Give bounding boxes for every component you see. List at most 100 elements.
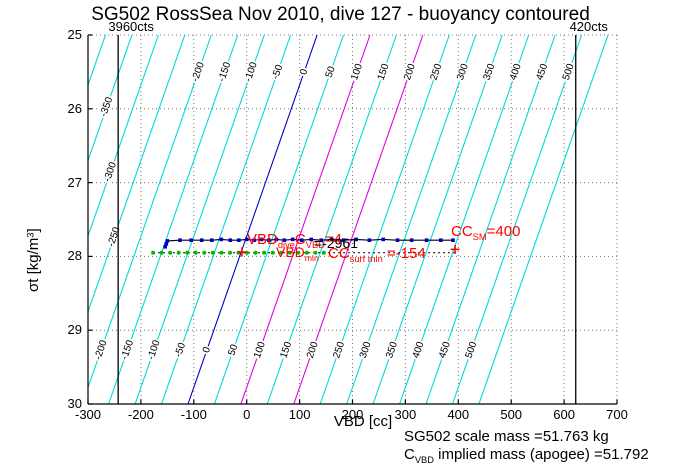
contour-line xyxy=(240,34,371,405)
contour-label: 400 xyxy=(508,62,524,82)
dive-point xyxy=(267,238,271,242)
text-part: C xyxy=(404,446,415,463)
contour-label: 250 xyxy=(331,340,347,360)
subscript: VBD xyxy=(414,455,434,465)
contour-line xyxy=(451,34,583,405)
dive-point xyxy=(451,238,455,242)
ann-cc-sm: CCSM=400 xyxy=(451,224,520,242)
apogee-point xyxy=(210,250,215,255)
apogee-point xyxy=(296,250,301,255)
y-tick-label: 26 xyxy=(67,100,82,116)
contour-label: 0 xyxy=(201,345,213,354)
dive-point xyxy=(309,237,313,242)
text-part: CC xyxy=(328,245,350,262)
dive-point xyxy=(409,238,414,242)
dive-point xyxy=(164,242,169,246)
dive-point xyxy=(165,239,170,243)
scale-mass-text: SG502 scale mass =51.763 kg xyxy=(404,428,609,445)
dive-point xyxy=(341,238,346,242)
dive-point xyxy=(163,245,167,249)
y-axis-label: σt [kg/m3] xyxy=(25,228,42,292)
text-part: CC xyxy=(451,223,473,240)
contour-line xyxy=(478,34,609,405)
contour-line xyxy=(372,34,503,405)
y-tick-label: 25 xyxy=(67,27,82,42)
contour-label: 50 xyxy=(226,343,240,358)
contour-label: 150 xyxy=(278,340,294,360)
dive-point xyxy=(354,237,358,242)
ann-cc-surfmin: CCsurf min =-154 xyxy=(328,246,426,264)
contour-label: 150 xyxy=(376,62,392,82)
dive-point xyxy=(259,237,264,242)
dive-point xyxy=(319,238,324,242)
apogee-point xyxy=(151,250,156,255)
y-tick-label: 29 xyxy=(67,322,82,338)
count-limit-label: 3960cts xyxy=(108,19,154,34)
contour-label: 100 xyxy=(252,340,268,360)
text-part: [kg/m xyxy=(25,237,42,279)
x-tick-label: 500 xyxy=(500,407,523,422)
contour-label: 200 xyxy=(402,62,418,82)
apogee-point xyxy=(304,250,309,255)
dive-point xyxy=(290,237,295,242)
axes xyxy=(87,34,618,405)
plot-canvas: -200 -150 -100 -50 0 50 100 150 200 250 300 350 400 4… xyxy=(87,34,618,405)
subscript: VBD xyxy=(305,240,325,251)
text-part: =-154 xyxy=(382,245,426,262)
contour-label: -350 xyxy=(98,95,115,118)
contour-label: -200 xyxy=(190,60,207,83)
x-tick-label: -300 xyxy=(74,407,102,422)
dive-point xyxy=(330,237,334,242)
subscript: min xyxy=(304,252,319,263)
contour-label: 100 xyxy=(349,62,365,82)
plus-marker xyxy=(450,244,460,254)
x-tick-label: 300 xyxy=(394,407,417,422)
contour-label: -250 xyxy=(106,225,123,248)
vbd-count-limit-lines xyxy=(117,35,577,404)
y-tick-label: 27 xyxy=(67,174,82,190)
subscript: surf min xyxy=(349,254,383,265)
apogee-point xyxy=(168,250,173,255)
apogee-point xyxy=(253,250,258,255)
text-part: =-2961 xyxy=(314,235,358,251)
apogee-point xyxy=(176,250,181,255)
contour-label: -300 xyxy=(102,160,119,183)
x-tick-label: 700 xyxy=(606,407,628,422)
text-part: C xyxy=(294,231,306,248)
contour-label: 500 xyxy=(464,340,480,360)
dive-point xyxy=(228,238,233,242)
text-part: σ xyxy=(25,282,42,292)
dive-point xyxy=(274,237,279,242)
contour-label: 300 xyxy=(455,62,471,82)
contour-line xyxy=(87,34,133,161)
contour-line xyxy=(266,34,397,405)
contour-line xyxy=(293,34,424,405)
x-tick-label: 400 xyxy=(447,407,470,422)
contour-label: -150 xyxy=(216,60,233,83)
apogee-point xyxy=(321,250,326,255)
dive-point xyxy=(199,238,204,242)
dive-point xyxy=(178,238,182,242)
contour-line xyxy=(187,34,318,405)
contour-line xyxy=(425,34,556,405)
contour-line xyxy=(87,34,159,237)
text-part: VBD xyxy=(276,244,305,260)
text-part: =4 xyxy=(324,231,342,248)
buoyancy-plot: -200 -150 -100 -50 0 50 100 150 200 250 300 350 400 4… xyxy=(25,5,649,465)
contour-line xyxy=(213,34,345,405)
apogee-point xyxy=(202,250,207,255)
y-tick-label: 30 xyxy=(67,396,82,411)
contour-line xyxy=(134,34,265,405)
contour-label: -100 xyxy=(243,60,260,83)
apogee-point xyxy=(313,250,318,255)
contour-label: 300 xyxy=(358,340,374,360)
contour-label: 450 xyxy=(437,340,453,360)
contour-line xyxy=(108,34,239,405)
plus-marker xyxy=(237,247,247,257)
x-tick-label: -100 xyxy=(180,407,207,422)
subscript: t xyxy=(25,278,42,283)
text-part: ] xyxy=(25,228,42,233)
contour-label: -200 xyxy=(93,338,110,361)
dive-point xyxy=(424,238,429,242)
contour-label: 200 xyxy=(305,340,321,360)
